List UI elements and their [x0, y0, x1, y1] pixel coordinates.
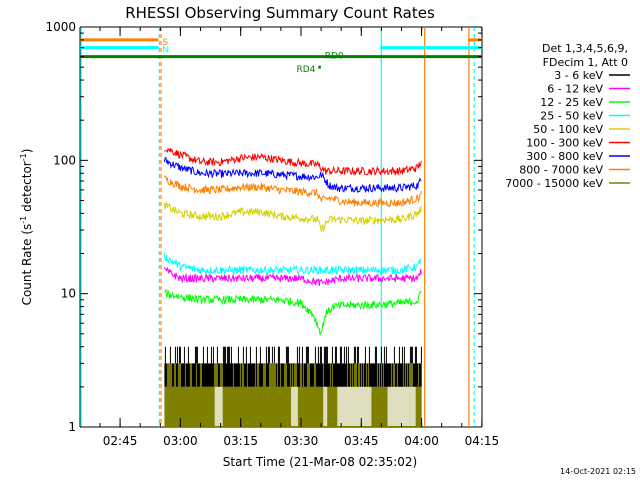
x-tick-label: 03:15: [223, 434, 258, 448]
x-tick-label: 02:45: [103, 434, 138, 448]
legend-label: 7000 - 15000 keV: [505, 177, 603, 190]
y-axis-label: Count Rate (s-1 detector-1): [19, 149, 34, 306]
legend-header-2: FDecim 1, Att 0: [543, 56, 628, 69]
x-axis-label: Start Time (21-Mar-08 02:35:02): [223, 455, 417, 469]
footer-timestamp: 14-Oct-2021 02:15: [560, 467, 636, 476]
series-line-50-100keV: [163, 201, 422, 233]
noise-band-3-6keV: [164, 346, 422, 387]
y-tick-label: 1000: [45, 20, 76, 34]
y-axis: 1 10 100 1000: [45, 20, 482, 434]
x-tick-label: 03:30: [284, 434, 319, 448]
x-tick-label: 04:15: [465, 434, 500, 448]
legend-label: 800 - 7000 keV: [519, 164, 603, 177]
legend-label: 100 - 300 keV: [526, 137, 603, 150]
chart-title: RHESSI Observing Summary Count Rates: [125, 4, 435, 22]
series-lines: [163, 147, 422, 336]
flag-label-N: N: [162, 46, 169, 56]
x-axis: 02:45 03:00 03:15 03:30 03:45 04:00 04:15: [99, 27, 500, 448]
y-axis-label-tail: detector: [20, 161, 34, 216]
series-line-25-50keV: [163, 252, 422, 276]
legend-label: 12 - 25 keV: [540, 96, 603, 109]
status-flags: SN RD0 RD4: [80, 38, 482, 75]
series-line-800-7000keV: [163, 175, 422, 209]
legend-label: 6 - 12 keV: [547, 83, 603, 96]
flag-label-S: S: [162, 38, 168, 48]
y-tick-label: 1: [68, 420, 76, 434]
series-line-12-25keV: [164, 288, 422, 336]
legend-label: 3 - 6 keV: [554, 69, 603, 82]
x-tick-label: 03:00: [163, 434, 198, 448]
legend: Det 1,3,4,5,6,9, FDecim 1, Att 0 3 - 6 k…: [505, 42, 630, 190]
series-line-100-300keV: [164, 147, 422, 176]
noise-band-fill: [164, 363, 422, 387]
y-axis-label-sup: -1: [19, 216, 28, 224]
noise-gap: [337, 386, 372, 426]
legend-label: 300 - 800 keV: [526, 150, 603, 163]
noise-gap: [214, 386, 223, 426]
series-line-6-12keV: [163, 266, 422, 287]
legend-header-1: Det 1,3,4,5,6,9,: [542, 42, 628, 55]
noise-gap: [291, 386, 298, 426]
noise-gap: [323, 386, 328, 426]
flag-label-RD4: RD4: [296, 65, 315, 75]
legend-label: 25 - 50 keV: [540, 110, 603, 123]
flag-label-RD0: RD0: [325, 52, 344, 62]
y-axis-label-close: ): [20, 149, 34, 154]
legend-label: 50 - 100 keV: [533, 123, 603, 136]
x-tick-label: 03:45: [344, 434, 379, 448]
x-tick-label: 04:00: [404, 434, 439, 448]
y-tick-label: 100: [53, 153, 76, 167]
series-line-300-800keV: [163, 156, 422, 194]
y-tick-label: 10: [61, 287, 76, 301]
noise-bands: [164, 346, 422, 427]
y-axis-label-main: Count Rate (s: [20, 224, 34, 306]
noise-gap: [387, 386, 416, 426]
y-axis-label-tail-sup: -1: [19, 153, 28, 161]
